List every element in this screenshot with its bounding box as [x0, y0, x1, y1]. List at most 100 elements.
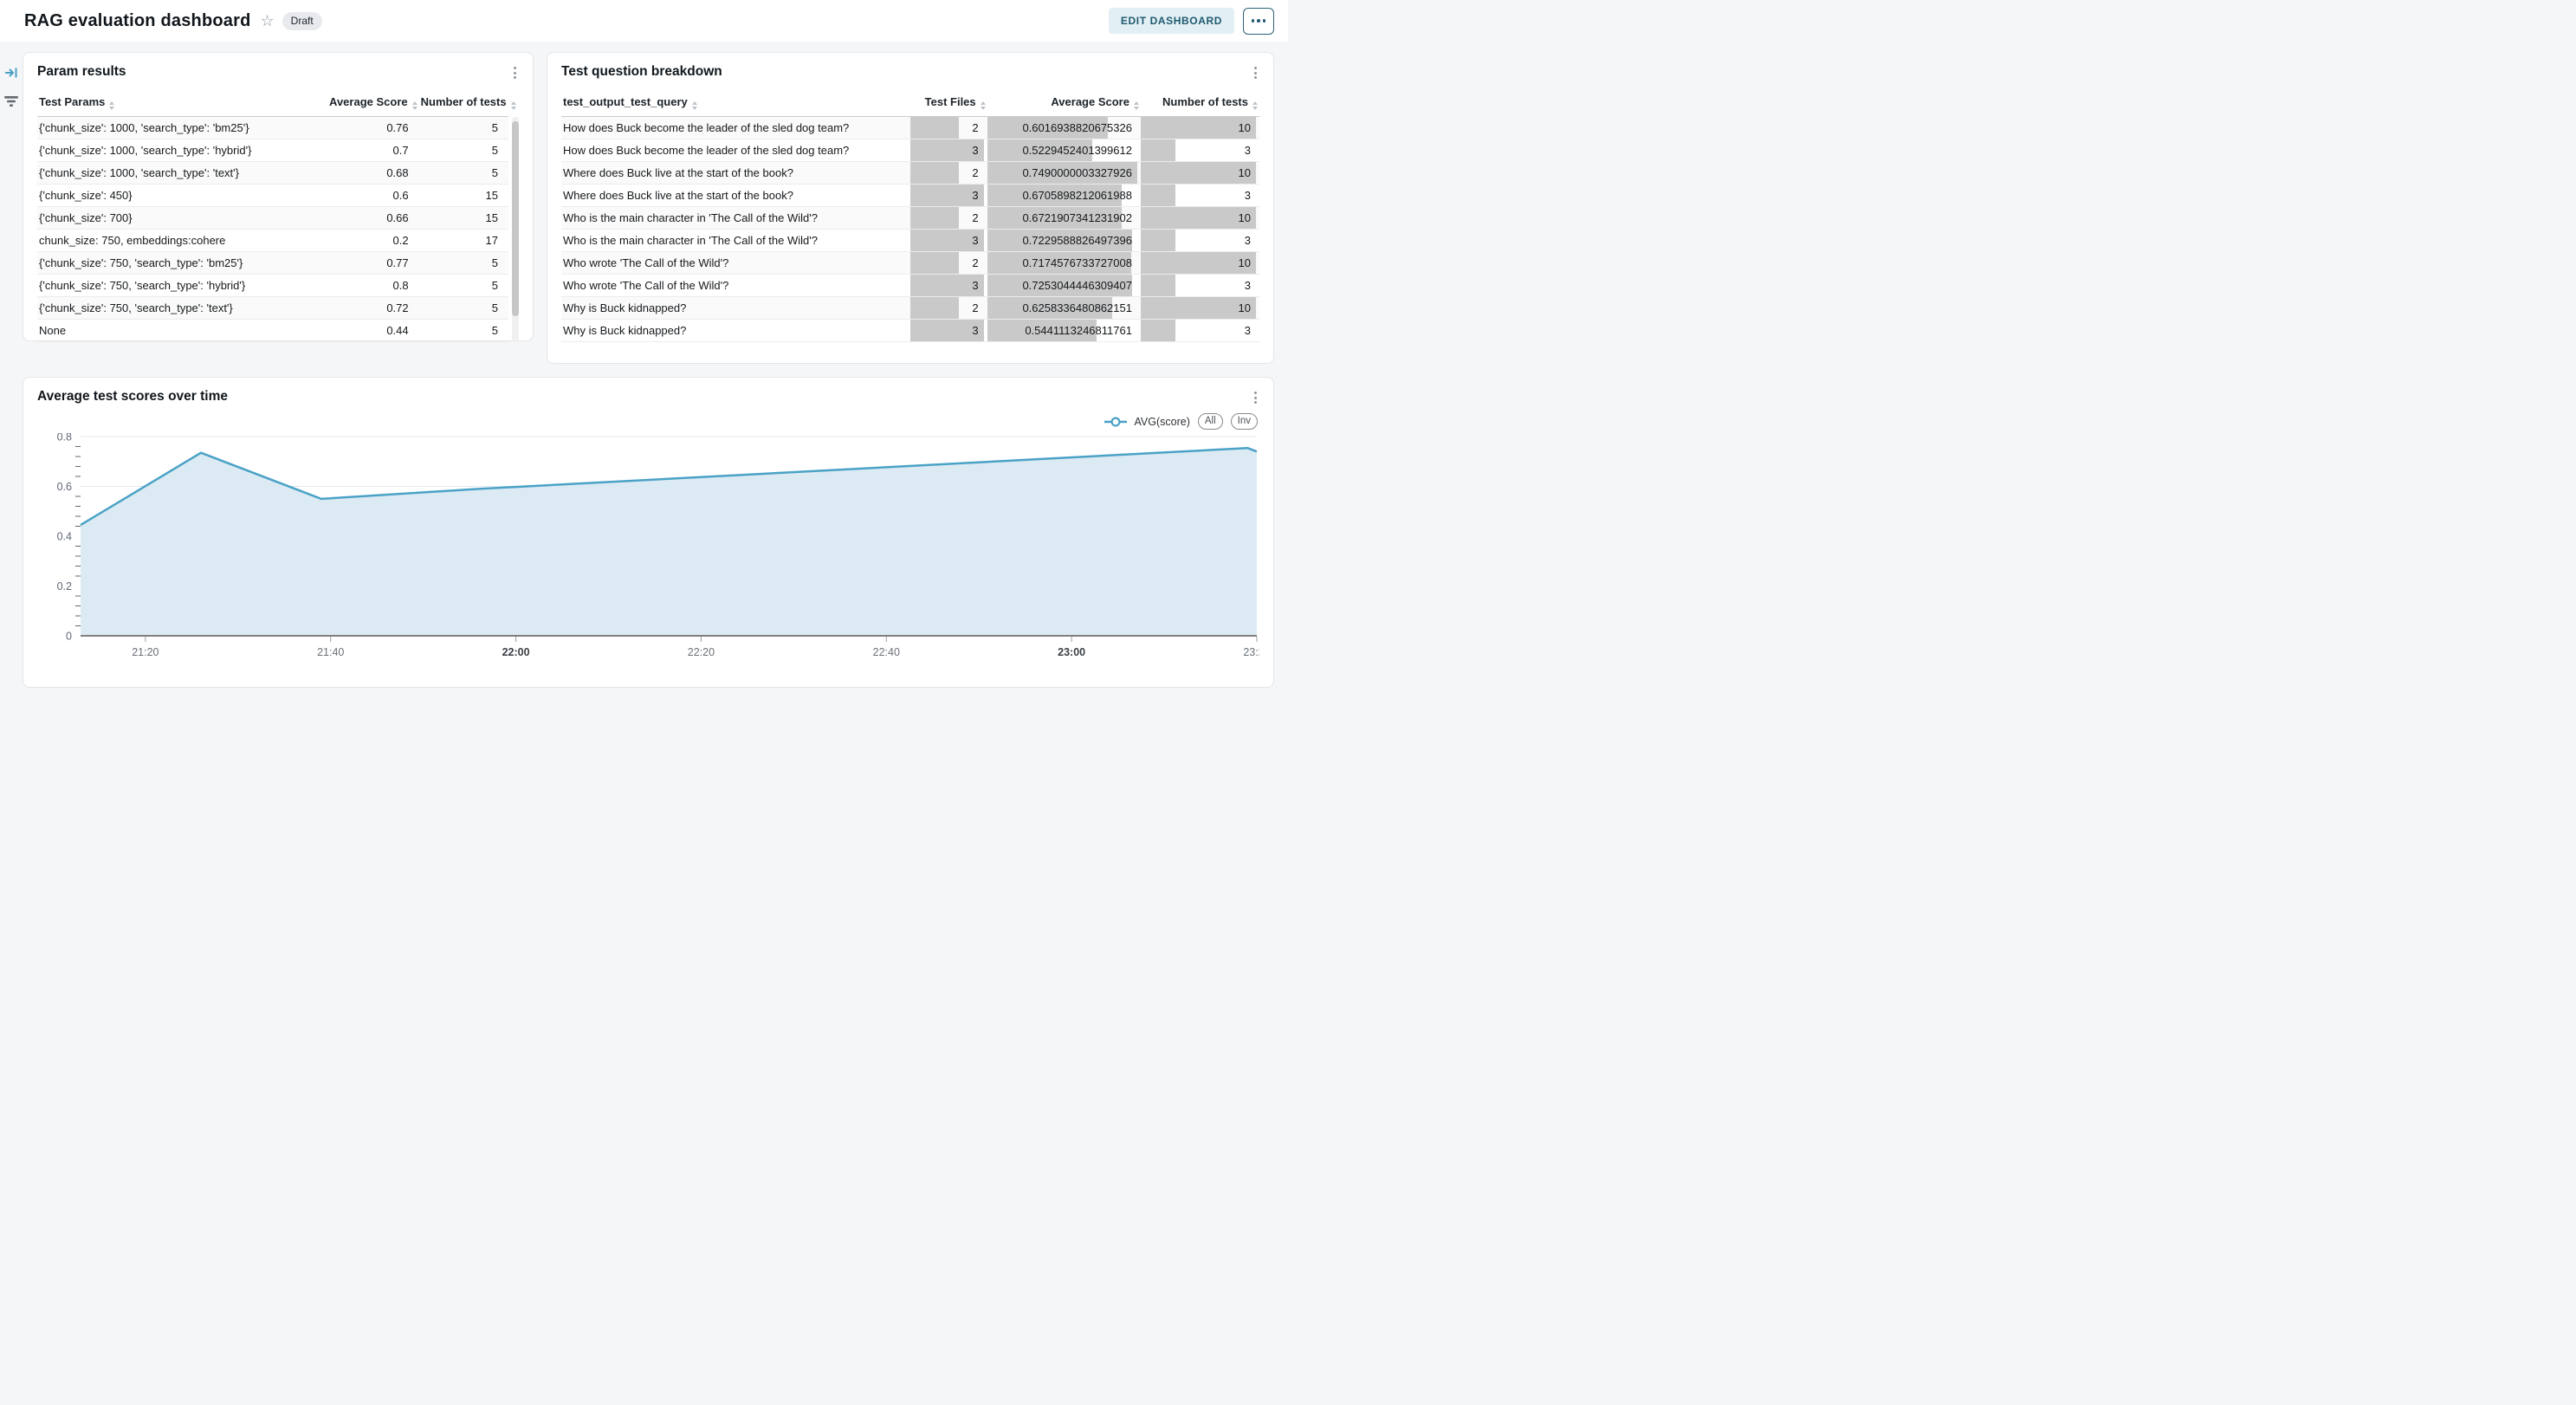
data-bar: [910, 251, 960, 274]
number-of-tests-cell: 5: [491, 143, 498, 157]
data-bar: [987, 251, 1131, 274]
table-row: {'chunk_size': 750, 'search_type': 'text…: [37, 296, 508, 319]
data-bar: [1140, 161, 1256, 184]
table-row: {'chunk_size': 750, 'search_type': 'hybr…: [37, 274, 508, 296]
table-row: Who wrote 'The Call of the Wild'? 3 0.7253…: [561, 274, 1259, 296]
table-row: Where does Buck live at the start of the…: [561, 184, 1259, 206]
number-of-tests-cell: 3: [1140, 319, 1259, 341]
test-files-cell: 3: [910, 274, 987, 296]
number-of-tests-cell: 5: [491, 301, 498, 314]
number-of-tests-cell: 10: [1140, 206, 1259, 229]
query-cell: Who is the main character in 'The Call o…: [563, 210, 818, 224]
data-bar: [987, 319, 1097, 341]
test-params-cell: {'chunk_size': 750, 'search_type': 'text…: [39, 301, 233, 314]
dashboard-content: Param results Test Params Average Score Nu…: [0, 42, 1288, 688]
filter-icon[interactable]: [3, 95, 19, 107]
average-score-cell: 0.6: [392, 188, 409, 202]
query-cell: Who wrote 'The Call of the Wild'?: [563, 256, 729, 269]
param-results-table-wrap: Test Params Average Score Number of tests …: [37, 91, 519, 342]
query-cell: How does Buck become the leader of the s…: [563, 143, 850, 157]
x-axis-label: 21:40: [317, 646, 344, 658]
chart-title: Average test scores over time: [37, 389, 228, 404]
area-chart[interactable]: 0 0.2 0.4 0.6 0.8 21:20 21:40 22:00 22:20 22:40 23…: [37, 433, 1259, 660]
test-params-cell: {'chunk_size': 1000, 'search_type': 'hyb…: [39, 143, 252, 157]
sort-icon[interactable]: [109, 101, 115, 110]
number-of-tests-cell: 3: [1140, 139, 1259, 161]
table-row: Who is the main character in 'The Call o…: [561, 229, 1259, 251]
data-bar: [910, 296, 960, 319]
table-row: {'chunk_size': 750, 'search_type': 'bm25…: [37, 251, 508, 274]
chart-menu-icon[interactable]: [1252, 388, 1259, 407]
param-results-menu-icon[interactable]: [511, 63, 519, 82]
column-header[interactable]: Average Score: [296, 91, 418, 116]
number-of-tests-cell: 10: [1140, 251, 1259, 274]
data-bar: [1140, 274, 1175, 296]
param-results-table: Test Params Average Score Number of tests …: [37, 91, 516, 342]
chart-legend: AVG(score) All Inv: [37, 413, 1258, 430]
data-bar: [910, 229, 984, 251]
average-score-cell: 0.7490000003327926: [987, 161, 1141, 184]
number-of-tests-cell: 3: [1140, 184, 1259, 206]
table-row: How does Buck become the leader of the s…: [561, 116, 1259, 139]
legend-inv-button[interactable]: Inv: [1230, 413, 1258, 430]
number-of-tests-cell: 15: [485, 210, 498, 224]
more-options-button[interactable]: [1243, 7, 1274, 35]
column-header[interactable]: Number of tests: [419, 91, 516, 116]
sort-icon[interactable]: [980, 101, 986, 110]
page-title: RAG evaluation dashboard: [24, 10, 251, 30]
table-row: Who wrote 'The Call of the Wild'? 2 0.7174…: [561, 251, 1259, 274]
question-breakdown-menu-icon[interactable]: [1252, 63, 1259, 82]
average-score-cell: 0.7174576733727008: [987, 251, 1141, 274]
data-bar: [910, 319, 984, 341]
widgets-row: Param results Test Params Average Score Nu…: [23, 52, 1274, 364]
test-files-cell: 3: [910, 229, 987, 251]
data-bar: [910, 161, 960, 184]
number-of-tests-cell: 5: [491, 256, 498, 269]
data-bar: [987, 229, 1132, 251]
average-score-cell: 0.44: [386, 323, 409, 337]
ellipsis-icon: [1251, 19, 1255, 23]
sort-icon[interactable]: [691, 101, 697, 110]
sort-icon[interactable]: [1252, 101, 1258, 110]
edit-dashboard-button[interactable]: EDIT DASHBOARD: [1108, 8, 1234, 34]
column-header[interactable]: Average Score: [987, 91, 1141, 116]
test-params-cell: {'chunk_size': 750, 'search_type': 'hybr…: [39, 278, 246, 292]
column-header[interactable]: test_output_test_query: [561, 91, 910, 116]
x-axis-label: 21:20: [132, 646, 159, 658]
expand-panel-icon[interactable]: [4, 66, 19, 80]
legend-series-marker-icon[interactable]: [1104, 416, 1127, 427]
table-row: {'chunk_size': 700} 0.66 15: [37, 206, 508, 229]
x-axis-label: 22:20: [688, 646, 715, 658]
test-files-cell: 2: [910, 161, 987, 184]
data-bar: [987, 116, 1108, 139]
sort-icon[interactable]: [411, 101, 417, 110]
legend-series-label[interactable]: AVG(score): [1134, 415, 1190, 428]
test-params-cell: {'chunk_size': 750, 'search_type': 'bm25…: [39, 256, 243, 269]
question-breakdown-card: Test question breakdown test_output_test…: [547, 52, 1274, 364]
number-of-tests-cell: 3: [1140, 274, 1259, 296]
x-axis-label: 23:00: [1058, 646, 1085, 658]
favorite-star-icon[interactable]: ☆: [260, 12, 275, 29]
x-axis-label: 23:20: [1243, 646, 1259, 658]
column-header[interactable]: Test Params: [37, 91, 296, 116]
sort-icon[interactable]: [510, 101, 516, 110]
series-line: [80, 446, 1258, 527]
data-bar: [987, 206, 1123, 229]
data-bar: [910, 139, 984, 161]
data-bar: [910, 274, 984, 296]
column-header[interactable]: Number of tests: [1141, 91, 1259, 116]
sort-icon[interactable]: [1133, 101, 1139, 110]
number-of-tests-cell: 17: [485, 233, 498, 247]
scrollbar-thumb[interactable]: [512, 121, 519, 317]
legend-all-button[interactable]: All: [1197, 413, 1223, 430]
test-params-cell: {'chunk_size': 450}: [39, 188, 133, 202]
param-results-scrollbar[interactable]: [512, 117, 519, 341]
average-score-cell: 0.66: [386, 210, 409, 224]
query-cell: Where does Buck live at the start of the…: [563, 188, 793, 202]
table-row: {'chunk_size': 1000, 'search_type': 'bm2…: [37, 116, 508, 139]
x-axis-label: 22:00: [502, 646, 530, 658]
column-header[interactable]: Test Files: [910, 91, 987, 116]
test-params-cell: {'chunk_size': 1000, 'search_type': 'tex…: [39, 165, 239, 179]
param-results-title: Param results: [37, 64, 126, 79]
number-of-tests-cell: 10: [1140, 296, 1259, 319]
